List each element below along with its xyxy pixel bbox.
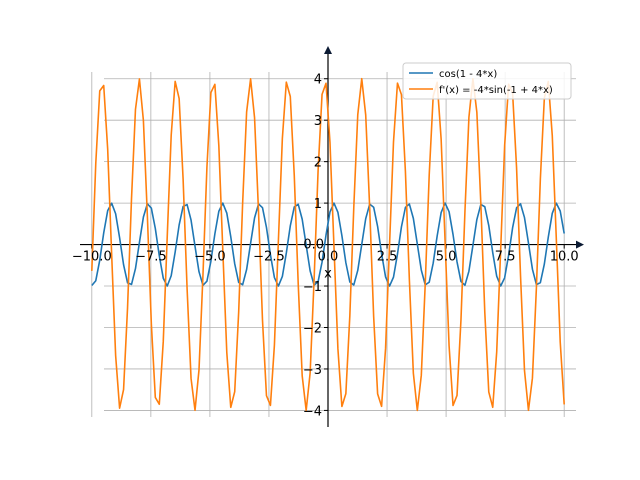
series-line-1 — [91, 77, 565, 412]
y-tick-label-1: −3 — [303, 363, 322, 378]
y-axis-arrow-icon — [324, 46, 332, 54]
y-tick-label-3: −1 — [303, 280, 322, 295]
x-tick-label-0: −10.0 — [72, 250, 112, 265]
x-tick-label-7: 7.5 — [495, 250, 516, 265]
legend-box — [402, 62, 572, 100]
axes — [80, 46, 584, 427]
x-tick-label-8: 10.0 — [550, 250, 579, 265]
legend: cos(1 - 4*x) f'(x) = -4*sin(-1 + 4*x) — [402, 62, 572, 100]
x-tick-label-1: −7.5 — [135, 250, 167, 265]
y-tick-label-5: 2 — [314, 156, 322, 171]
x-tick-label-4: 0.0 — [318, 250, 339, 265]
x-tick-label-5: 2.5 — [377, 250, 398, 265]
y-tick-label-6: 3 — [314, 114, 322, 129]
x-tick-label-6: 5.0 — [436, 250, 457, 265]
series-line-0 — [91, 202, 565, 287]
y-tick-label-2: −2 — [303, 321, 322, 336]
y-tick-label-zero: 0.0 — [303, 238, 324, 253]
series-layer — [91, 77, 565, 412]
y-tick-label-0: −4 — [303, 404, 322, 419]
x-tick-label-3: −2.5 — [253, 250, 285, 265]
y-tick-label-7: 4 — [314, 73, 322, 88]
legend-entry-0: cos(1 - 4*x) — [439, 69, 497, 80]
tick-labels: −10.0 −7.5 −5.0 −2.5 0.0 2.5 5.0 7.5 10.0 0.0 −4 −3… — [72, 73, 579, 420]
legend-entry-1: f'(x) = -4*sin(-1 + 4*x) — [439, 85, 553, 96]
y-tick-label-4: 1 — [314, 197, 322, 212]
x-axis-label: x — [324, 267, 332, 282]
x-axis-arrow-icon — [576, 240, 584, 249]
x-tick-label-2: −5.0 — [194, 250, 226, 265]
